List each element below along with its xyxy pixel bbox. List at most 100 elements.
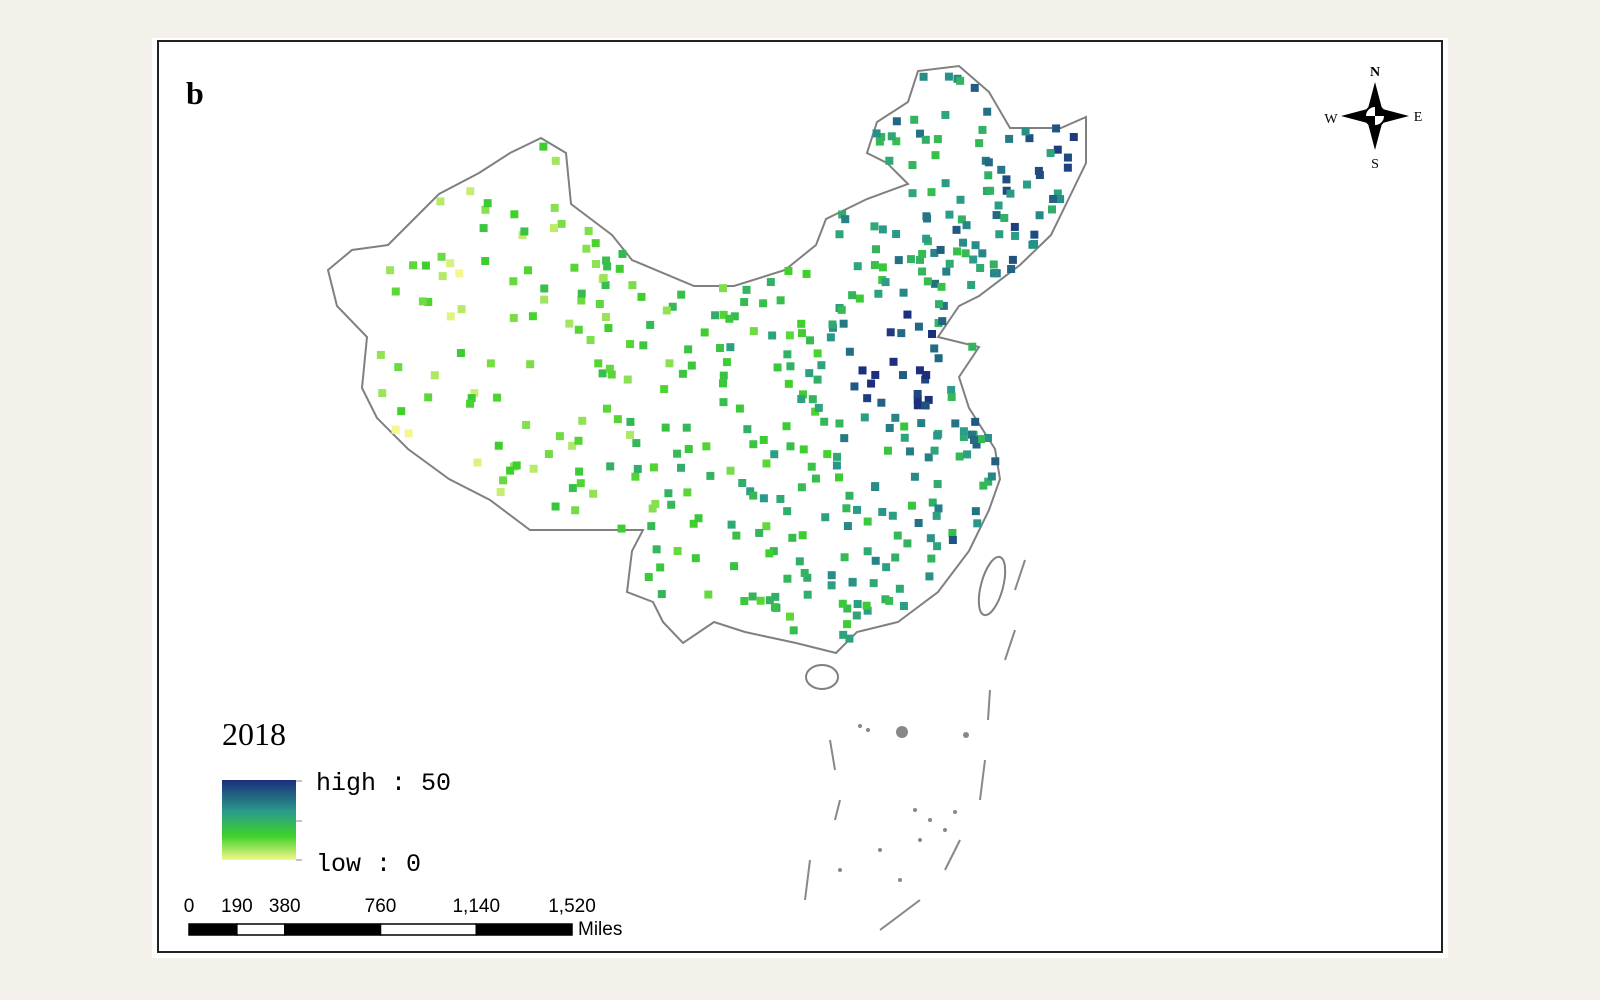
density-cell — [898, 371, 907, 380]
density-cell — [755, 528, 764, 537]
density-cell — [570, 263, 579, 272]
scale-segment — [284, 923, 382, 936]
density-cell — [944, 72, 953, 81]
density-cell — [908, 189, 917, 198]
density-cell — [971, 241, 980, 250]
density-cell — [800, 568, 809, 577]
density-cell — [606, 462, 615, 471]
density-cell — [789, 626, 798, 635]
density-cell — [863, 517, 872, 526]
density-cell — [601, 313, 610, 322]
density-cell — [759, 435, 768, 444]
density-cell — [900, 433, 909, 442]
density-cell — [892, 117, 901, 126]
density-cell — [820, 417, 829, 426]
density-cell — [418, 297, 427, 306]
density-cell — [742, 285, 751, 294]
density-cell — [910, 472, 919, 481]
density-cell — [913, 395, 922, 404]
density-cell — [1011, 231, 1020, 240]
density-cell — [799, 445, 808, 454]
density-cell — [378, 389, 387, 398]
density-cell — [885, 156, 894, 165]
density-cell — [740, 297, 749, 306]
density-cell — [565, 319, 574, 328]
density-cell — [821, 513, 830, 522]
legend-high-label: high : 50 — [316, 769, 451, 798]
density-cell — [539, 142, 548, 151]
density-cell — [786, 362, 795, 371]
density-cell — [795, 557, 804, 566]
density-cell — [689, 519, 698, 528]
density-cell — [768, 331, 777, 340]
density-cell — [727, 520, 736, 529]
density-cell — [783, 574, 792, 583]
density-cell — [479, 224, 488, 233]
density-cell — [870, 261, 879, 270]
density-cell — [863, 606, 872, 615]
scale-tick-label: 760 — [365, 896, 397, 917]
density-cell — [651, 499, 660, 508]
density-cell — [1007, 265, 1016, 274]
density-cell — [891, 553, 900, 562]
density-cell — [786, 442, 795, 451]
density-cell — [951, 419, 960, 428]
density-cell — [933, 542, 942, 551]
density-cell — [782, 422, 791, 431]
density-cell — [826, 333, 835, 342]
density-cell — [615, 264, 624, 273]
density-cell — [933, 135, 942, 144]
density-cell — [512, 461, 521, 470]
density-cell — [591, 239, 600, 248]
density-cell — [839, 630, 848, 639]
density-cell — [872, 129, 881, 138]
density-cell — [994, 201, 1003, 210]
density-cell — [376, 350, 385, 359]
density-cell — [551, 502, 560, 511]
density-cell — [574, 436, 583, 445]
density-cell — [481, 205, 490, 214]
density-cell — [871, 370, 880, 379]
density-cell — [409, 261, 418, 270]
density-cell — [869, 579, 878, 588]
density-cell — [941, 179, 950, 188]
density-cell — [926, 534, 935, 543]
density-cell — [404, 429, 413, 438]
density-cell — [604, 324, 613, 333]
density-cell — [973, 519, 982, 528]
density-cell — [956, 76, 965, 85]
density-cell — [466, 187, 475, 196]
density-cell — [870, 222, 879, 231]
density-cell — [785, 331, 794, 340]
density-cell — [493, 393, 502, 402]
density-cell — [797, 394, 806, 403]
density-cell — [613, 415, 622, 424]
density-cell — [773, 363, 782, 372]
density-cell — [913, 389, 922, 398]
density-cell — [877, 133, 886, 142]
density-cell — [987, 472, 996, 481]
density-cell — [881, 278, 890, 287]
density-cell — [930, 446, 939, 455]
density-cell — [893, 531, 902, 540]
density-cell — [1034, 166, 1043, 175]
density-cell — [845, 634, 854, 643]
density-cell — [853, 505, 862, 514]
density-cell — [803, 590, 812, 599]
panel-label: b — [186, 75, 204, 111]
density-cell — [923, 277, 932, 286]
density-cell — [797, 483, 806, 492]
density-cell — [969, 255, 978, 264]
map-frame — [157, 40, 1443, 953]
compass-south: S — [1371, 157, 1379, 172]
density-cell — [684, 445, 693, 454]
density-cell — [716, 344, 725, 353]
density-cells — [376, 72, 1078, 643]
density-cell — [833, 452, 842, 461]
density-cell — [700, 328, 709, 337]
density-cell — [885, 596, 894, 605]
density-cell — [918, 249, 927, 258]
density-cell — [776, 296, 785, 305]
density-cell — [667, 500, 676, 509]
legend-color-ramp — [222, 780, 296, 860]
